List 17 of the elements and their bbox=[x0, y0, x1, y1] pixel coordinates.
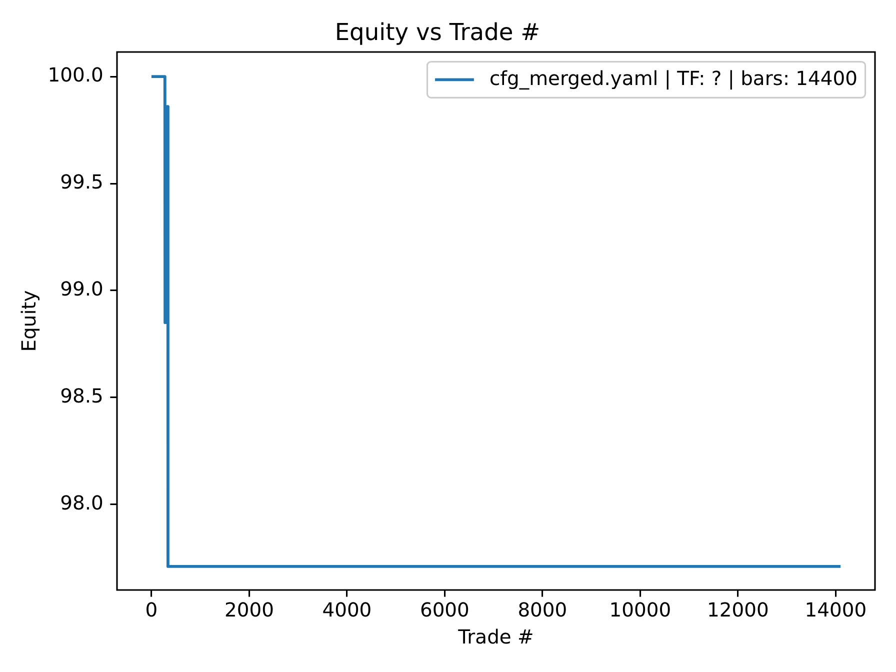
x-tick-label: 8000 bbox=[518, 598, 568, 622]
legend-label: cfg_merged.yaml | TF: ? | bars: 14400 bbox=[489, 66, 858, 90]
x-tick-label: 2000 bbox=[224, 598, 274, 622]
y-tick-label: 99.0 bbox=[60, 278, 104, 301]
x-tick-label: 12000 bbox=[706, 598, 769, 622]
x-tick-label: 10000 bbox=[609, 598, 672, 622]
chart-title: Equity vs Trade # bbox=[334, 18, 540, 46]
x-tick-label: 4000 bbox=[322, 598, 372, 622]
y-tick-label: 99.5 bbox=[60, 170, 104, 194]
y-axis-title: Equity bbox=[18, 290, 41, 352]
y-tick-label: 98.0 bbox=[60, 491, 104, 514]
y-tick-label: 98.5 bbox=[60, 384, 104, 408]
x-tick-label: 0 bbox=[145, 598, 158, 622]
y-tick-label: 100.0 bbox=[48, 64, 104, 87]
x-tick-label: 14000 bbox=[804, 598, 867, 622]
x-tick-label: 6000 bbox=[420, 598, 470, 622]
x-axis-title: Trade # bbox=[457, 625, 534, 648]
